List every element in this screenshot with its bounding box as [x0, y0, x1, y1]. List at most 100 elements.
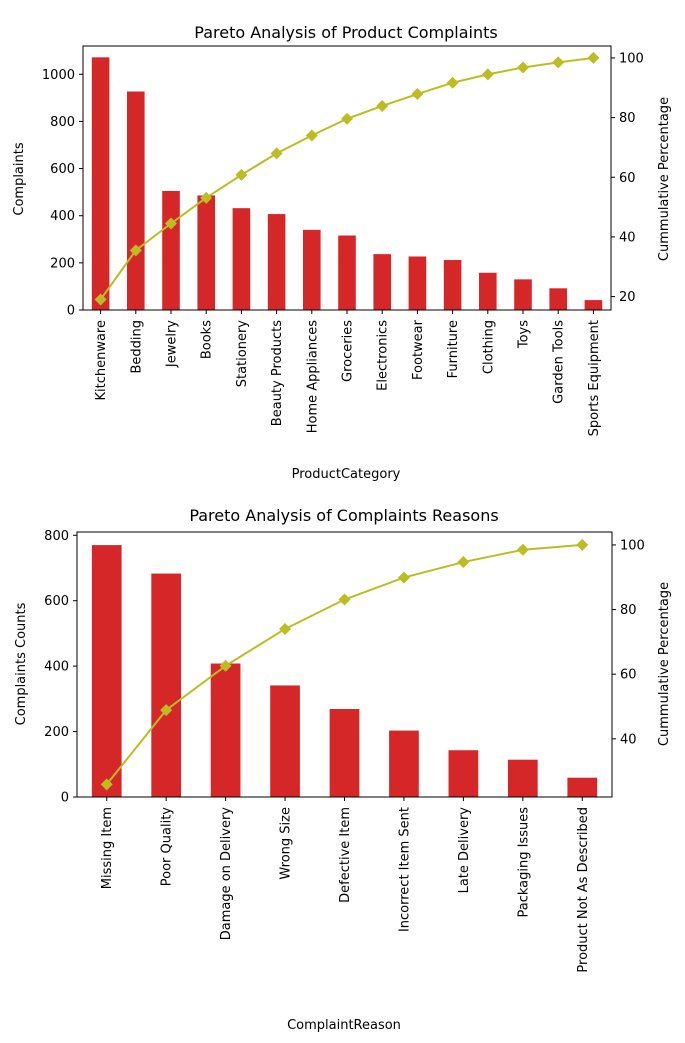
bar-1: [151, 573, 182, 797]
chart-1: Pareto Analysis of Product Complaints Pr…: [12, 23, 672, 482]
x-tick-label-6: Home Appliances: [305, 320, 320, 433]
x-tick-label-13: Garden Tools: [552, 320, 567, 404]
cumulative-marker-10: [446, 76, 459, 89]
x-tick-label-7: Packaging Issues: [516, 807, 531, 918]
cumulative-marker-12: [517, 61, 529, 74]
y-tick-label-2: 400: [50, 209, 75, 224]
bar-9: [408, 256, 427, 310]
chart-1-y2label: Cummulative Percentage: [657, 97, 672, 261]
y-tick-label-3: 600: [44, 594, 69, 609]
cumulative-marker-4: [235, 168, 248, 181]
cumulative-marker-7: [516, 543, 529, 556]
x-tick-label-1: Poor Quality: [160, 807, 175, 887]
y-tick-label-1: 200: [50, 256, 75, 271]
chart-2-plot: 0 200 400 600 800 40 60 80 100 Missing Item Poor Q…: [44, 529, 645, 973]
y2-tick-label-1: 60: [620, 668, 637, 683]
y-tick-label-5: 1000: [42, 68, 75, 83]
chart-1-xlabel: ProductCategory: [292, 467, 401, 482]
x-tick-label-8: Product Not As Described: [576, 807, 591, 973]
x-tick-label-5: Incorrect Item Sent: [397, 807, 412, 932]
chart-1-ylabel: Complaints: [12, 142, 27, 215]
bar-7: [338, 235, 356, 310]
cumulative-marker-0: [100, 778, 113, 791]
cumulative-marker-6: [305, 129, 318, 142]
bar-6: [448, 750, 479, 797]
chart-2-ylabel: Complaints Counts: [14, 602, 29, 725]
y2-tick-label-2: 80: [620, 603, 637, 618]
cumulative-marker-8: [376, 99, 389, 112]
y-tick-label-0: 0: [67, 304, 75, 319]
y-tick-label-3: 600: [50, 162, 75, 177]
y-tick-label-2: 400: [44, 660, 69, 675]
chart-1-title: Pareto Analysis of Product Complaints: [194, 23, 497, 42]
bar-7: [507, 759, 538, 797]
bar-8: [373, 254, 391, 310]
y-tick-label-0: 0: [61, 791, 69, 806]
bar-1: [127, 91, 145, 311]
bar-4: [232, 208, 251, 310]
x-tick-label-1: Bedding: [129, 320, 144, 374]
cumulative-marker-2: [165, 217, 177, 230]
cumulative-marker-3: [279, 622, 292, 635]
bar-0: [91, 57, 110, 311]
chart-2-xlabel: ComplaintReason: [287, 1018, 401, 1033]
x-tick-label-5: Beauty Products: [270, 320, 285, 426]
x-tick-label-12: Toys: [517, 320, 532, 349]
chart-2: Pareto Analysis of Complaints Reasons Co…: [14, 506, 672, 1033]
cumulative-marker-5: [397, 571, 410, 584]
bar-3: [270, 685, 300, 797]
x-tick-label-3: Wrong Size: [279, 807, 294, 880]
x-tick-label-10: Furniture: [446, 320, 461, 378]
x-tick-label-0: Kitchenware: [94, 320, 109, 401]
x-tick-label-14: Sports Equipment: [587, 320, 602, 436]
y2-tick-label-3: 100: [620, 538, 645, 553]
y-tick-label-1: 200: [44, 725, 69, 740]
x-tick-label-6: Late Delivery: [457, 807, 472, 894]
y-tick-label-4: 800: [50, 115, 75, 130]
x-tick-label-0: Missing Item: [100, 807, 115, 889]
chart-1-plot: 0 200 400 600 800 1000 20 40 60 80 100 Kitchenware B…: [42, 45, 644, 436]
x-tick-label-2: Jewelry: [165, 320, 180, 368]
cumulative-marker-1: [129, 244, 142, 257]
cumulative-marker-11: [481, 68, 494, 81]
cumulative-marker-1: [160, 704, 173, 717]
x-tick-label-11: Clothing: [481, 320, 496, 374]
cumulative-marker-9: [411, 88, 424, 101]
cumulative-marker-8: [576, 538, 589, 551]
chart-2-title: Pareto Analysis of Complaints Reasons: [189, 506, 498, 525]
x-tick-label-4: Stationery: [235, 320, 250, 388]
x-tick-label-2: Damage on Delivery: [219, 807, 234, 941]
bar-12: [514, 279, 532, 310]
y2-tick-label-3: 80: [619, 111, 636, 126]
cumulative-marker-3: [200, 191, 213, 204]
y2-tick-label-4: 100: [619, 51, 644, 66]
bar-14: [584, 300, 603, 310]
chart-2-y2label: Cummulative Percentage: [657, 582, 672, 746]
bar-10: [443, 260, 462, 310]
x-tick-label-4: Defective Item: [338, 807, 353, 903]
bar-11: [479, 272, 497, 310]
bar-4: [329, 708, 360, 797]
bar-5: [389, 730, 419, 797]
bar-0: [91, 545, 122, 797]
bar-6: [303, 229, 321, 310]
x-tick-label-3: Books: [200, 320, 215, 359]
cumulative-marker-0: [94, 293, 107, 306]
bar-13: [549, 288, 567, 310]
cumulative-marker-4: [338, 593, 351, 606]
cumulative-marker-14: [587, 51, 600, 64]
cumulative-marker-13: [552, 56, 565, 69]
bar-2: [162, 190, 180, 310]
cumulative-marker-6: [457, 556, 470, 569]
bar-5: [267, 214, 286, 310]
y-tick-label-4: 800: [44, 529, 69, 544]
y2-tick-label-0: 20: [619, 290, 636, 305]
y2-tick-label-2: 60: [619, 171, 636, 186]
cumulative-marker-7: [341, 112, 353, 125]
bar-3: [197, 195, 215, 310]
x-tick-label-8: Electronics: [376, 320, 391, 391]
cumulative-marker-5: [270, 147, 283, 160]
x-tick-label-9: Footwear: [411, 319, 426, 380]
cumulative-marker-2: [219, 659, 232, 672]
